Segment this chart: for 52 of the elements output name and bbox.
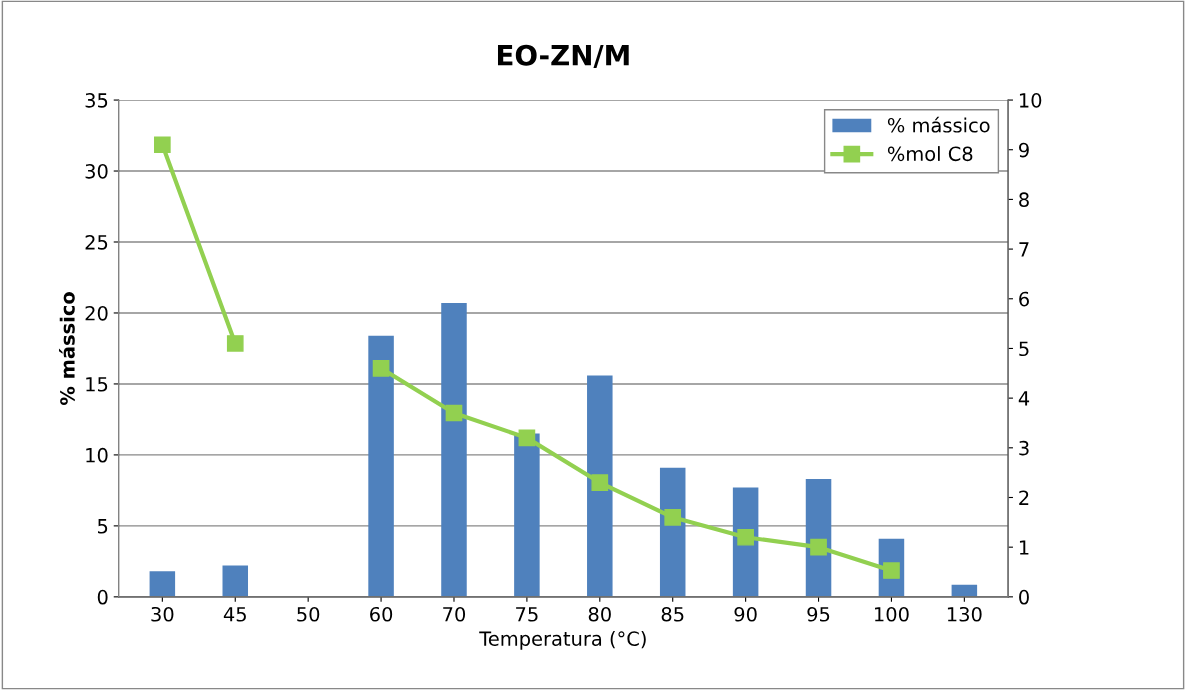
chart-title: EO-ZN/M [497, 44, 629, 68]
x-tick-label: 60 [370, 606, 393, 622]
bar [149, 571, 176, 597]
x-tick-label: 30 [151, 606, 174, 622]
y2-tick-label: 7 [1019, 242, 1029, 257]
bar [659, 467, 686, 597]
y-axis-title: % mássico [58, 292, 75, 405]
y2-tick-label: 1 [1019, 540, 1029, 555]
y-tick-label: 15 [86, 377, 108, 392]
bar [514, 433, 540, 597]
x-tick-label: 100 [875, 606, 909, 622]
point [445, 404, 463, 422]
y2-tick-label: 3 [1019, 440, 1029, 456]
x-tick-label: 45 [223, 607, 246, 622]
y-tick-label: 0 [97, 589, 108, 605]
x-tick-label: 75 [516, 607, 538, 622]
point [226, 335, 244, 352]
point [810, 538, 827, 556]
y2-tick-label: 0 [1019, 589, 1029, 605]
bar [587, 375, 613, 597]
y-tick-label: 20 [85, 305, 108, 321]
y2-tick-label: 9 [1019, 142, 1029, 158]
y2-tick-label: 6 [1019, 291, 1029, 307]
y-tick-label: 5 [98, 519, 108, 534]
y2-tick-label: 4 [1018, 391, 1030, 406]
x-tick-label: 130 [947, 606, 982, 622]
point [664, 509, 682, 526]
x-axis-title: Temperatura (°C) [479, 630, 646, 650]
x-tick-label: 50 [297, 606, 320, 622]
point [518, 429, 536, 447]
y-tick-label: 10 [86, 447, 108, 463]
y-tick-label: 25 [85, 234, 108, 250]
x-tick-label: 95 [807, 606, 830, 622]
point [737, 528, 754, 546]
point [591, 474, 609, 491]
bar [368, 335, 394, 597]
y2-tick-label: 2 [1019, 490, 1029, 505]
bar [222, 565, 249, 597]
y2-tick-label: 8 [1019, 192, 1029, 208]
x-tick-label: 70 [443, 606, 466, 622]
point [372, 359, 390, 377]
x-tick-label: 90 [734, 606, 757, 622]
bar [441, 303, 467, 597]
legend-label: % mássico [887, 116, 990, 133]
x-tick-label: 85 [661, 606, 684, 622]
point [154, 136, 171, 154]
y2-tick-label: 10 [1019, 93, 1042, 108]
legend-label: %mol C8 [887, 146, 973, 162]
y-tick-label: 30 [85, 163, 108, 179]
y-tick-label: 35 [85, 93, 108, 108]
x-tick-label: 80 [588, 606, 611, 622]
y2-tick-label: 5 [1019, 341, 1029, 357]
